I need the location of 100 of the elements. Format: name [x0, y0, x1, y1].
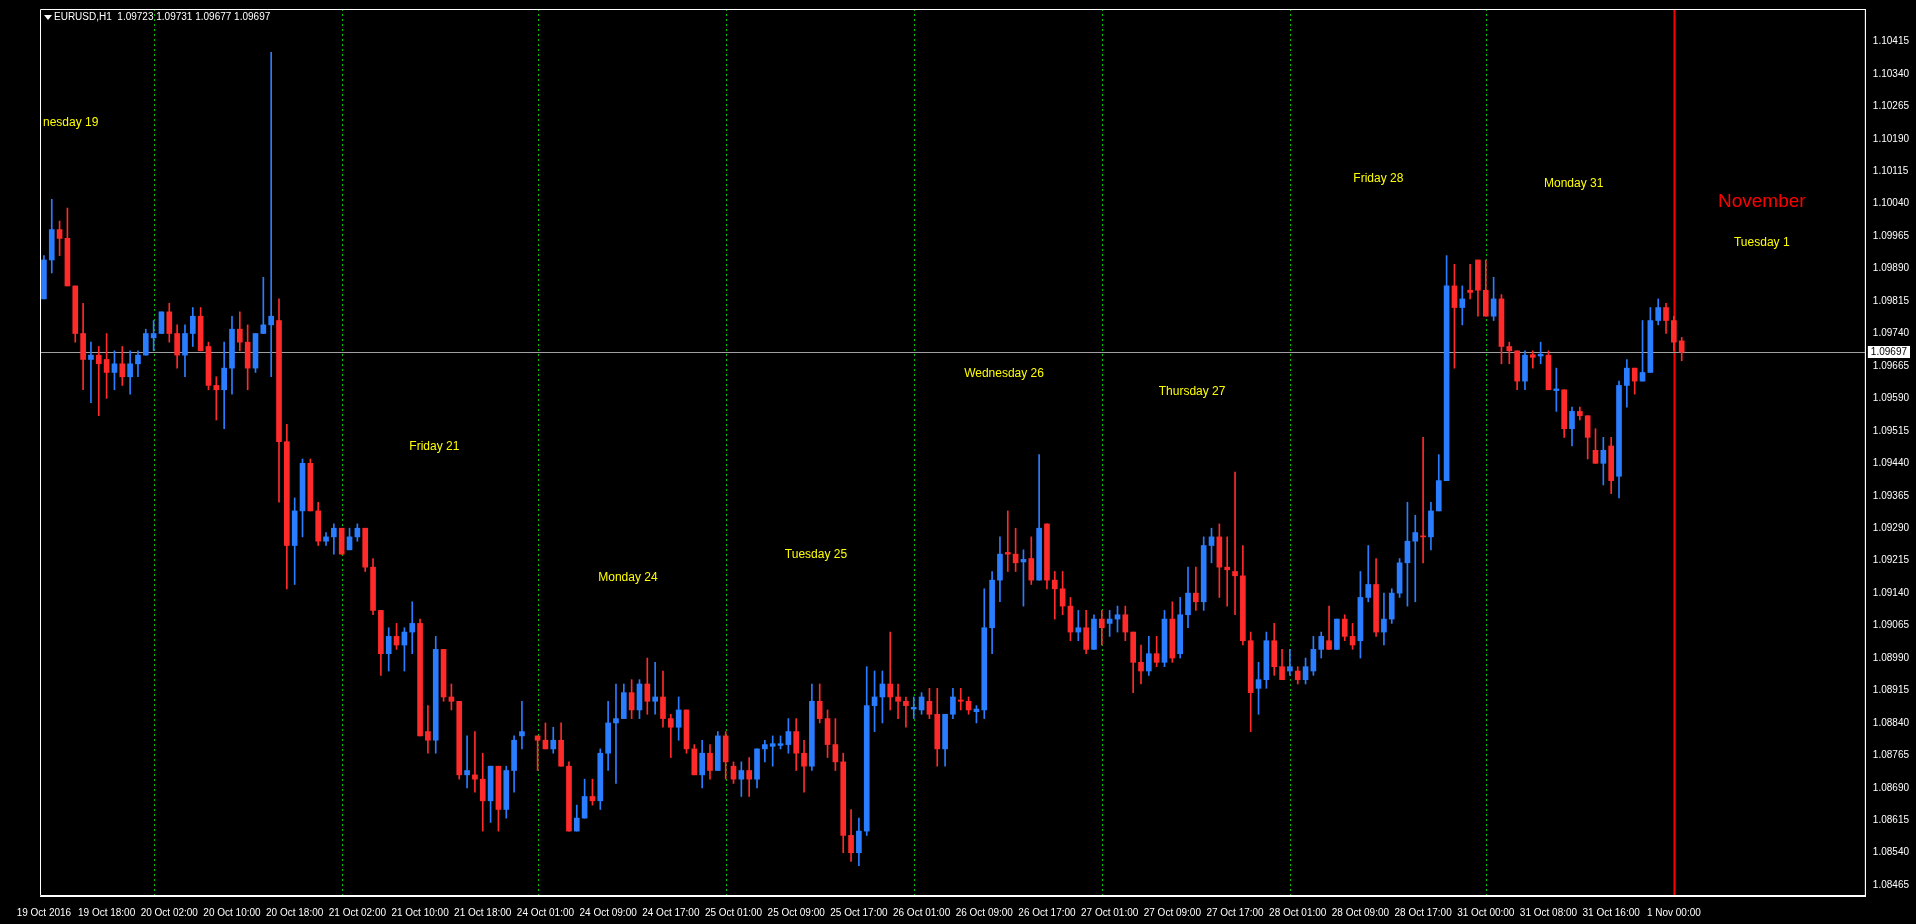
- y-tick-label: 1.08990: [1872, 651, 1910, 663]
- y-tick-label: 1.09665: [1872, 359, 1910, 371]
- annotation: Wednesday 26: [964, 365, 1045, 380]
- x-tick-label: 24 Oct 17:00: [642, 906, 700, 918]
- x-tick-label: 21 Oct 02:00: [328, 906, 387, 918]
- candlestick: [613, 683, 619, 784]
- annotation: November: [1717, 189, 1807, 211]
- candlestick: [903, 696, 909, 728]
- candlestick: [1326, 605, 1332, 650]
- candlestick: [213, 376, 220, 421]
- y-tick-label: 1.08765: [1872, 749, 1910, 761]
- x-tick-label: 24 Oct 09:00: [579, 906, 638, 918]
- annotation: Thursday 27: [1158, 384, 1226, 399]
- candlestick: [221, 341, 227, 430]
- candlestick: [1004, 510, 1011, 572]
- candlestick: [1051, 571, 1058, 620]
- y-tick-label: 1.09890: [1872, 262, 1910, 274]
- y-tick-label: 1.09440: [1872, 457, 1910, 469]
- x-tick-label: 19 Oct 2016: [16, 906, 72, 918]
- ref-line-label: 1.09697: [1870, 345, 1908, 357]
- x-tick-label: 27 Oct 17:00: [1206, 906, 1265, 918]
- candlestick: [425, 705, 431, 754]
- candlestick: [1138, 644, 1144, 685]
- x-tick-label: 31 Oct 16:00: [1582, 906, 1641, 918]
- x-tick-label: 24 Oct 01:00: [516, 906, 575, 918]
- y-tick-label: 1.09365: [1872, 489, 1910, 501]
- candlestick: [409, 601, 416, 655]
- x-tick-label: 27 Oct 09:00: [1143, 906, 1202, 918]
- x-tick-label: 31 Oct 00:00: [1457, 906, 1515, 918]
- annotation: Friday 21: [409, 438, 460, 453]
- candlestick: [746, 757, 753, 797]
- candlestick: [1506, 341, 1513, 365]
- candlestick: [1224, 536, 1231, 607]
- x-tick-label: 20 Oct 18:00: [266, 906, 324, 918]
- x-tick-label: 28 Oct 01:00: [1269, 906, 1327, 918]
- y-tick-label: 1.08465: [1872, 878, 1910, 890]
- candlestick: [1075, 610, 1082, 642]
- x-tick-label: 26 Oct 09:00: [955, 906, 1014, 918]
- candlestick: [464, 735, 470, 789]
- y-tick-label: 1.09740: [1872, 327, 1910, 339]
- y-tick-label: 1.10040: [1872, 197, 1910, 209]
- x-tick-label: 26 Oct 01:00: [892, 906, 951, 918]
- x-tick-label: 27 Oct 01:00: [1081, 906, 1139, 918]
- y-tick-label: 1.08540: [1872, 846, 1910, 858]
- y-tick-label: 1.09815: [1872, 294, 1910, 306]
- y-tick-label: 1.09290: [1872, 521, 1910, 533]
- y-tick-label: 1.09215: [1872, 554, 1910, 566]
- candlestick: [1467, 263, 1473, 300]
- x-tick-label: 25 Oct 09:00: [767, 906, 826, 918]
- y-tick-label: 1.09965: [1872, 229, 1910, 241]
- candlestick: [1193, 566, 1199, 611]
- candlestick: [887, 631, 894, 711]
- x-tick-label: 25 Oct 01:00: [704, 906, 763, 918]
- x-tick-label: 31 Oct 08:00: [1519, 906, 1578, 918]
- annotation: nesday 19: [43, 114, 99, 129]
- x-tick-label: 20 Oct 02:00: [140, 906, 199, 918]
- x-tick-label: 26 Oct 17:00: [1018, 906, 1077, 918]
- candlestick: [1287, 649, 1293, 676]
- candlestick: [652, 662, 658, 715]
- y-tick-label: 1.09065: [1872, 619, 1910, 631]
- candlestick: [1232, 471, 1238, 616]
- candlestick: [95, 346, 102, 417]
- annotation: Tuesday 25: [784, 546, 848, 561]
- candlestick: [472, 731, 478, 793]
- x-tick-label: 28 Oct 09:00: [1331, 906, 1390, 918]
- y-tick-label: 1.08840: [1872, 716, 1910, 728]
- y-tick-label: 1.09140: [1872, 586, 1910, 598]
- y-tick-label: 1.08615: [1872, 814, 1910, 826]
- candlestick: [957, 687, 964, 711]
- y-tick-label: 1.09590: [1872, 392, 1910, 404]
- x-tick-label: 25 Oct 17:00: [830, 906, 888, 918]
- y-tick-label: 1.10415: [1872, 35, 1910, 47]
- candlestick: [268, 51, 274, 378]
- y-tick-label: 1.10265: [1872, 100, 1910, 112]
- annotation: Monday 24: [598, 569, 658, 584]
- x-tick-label: 21 Oct 10:00: [391, 906, 450, 918]
- x-tick-label: 1 Nov 00:00: [1646, 906, 1702, 918]
- candlestick: [762, 739, 768, 763]
- candlestick: [769, 735, 776, 767]
- chart-title: EURUSD,H1 1.09723 1.09731 1.09677 1.09697: [54, 10, 271, 22]
- candlestick: [88, 341, 94, 404]
- y-tick-label: 1.10115: [1872, 165, 1909, 177]
- candlestick: [1381, 592, 1387, 646]
- annotation: Monday 31: [1544, 176, 1604, 191]
- candlestick: [1412, 514, 1419, 603]
- y-tick-label: 1.08690: [1872, 781, 1910, 793]
- candlestick: [519, 700, 525, 750]
- candlestick: [1529, 350, 1536, 369]
- x-tick-label: 21 Oct 18:00: [454, 906, 512, 918]
- candlestick: [1365, 545, 1372, 603]
- x-tick-label: 28 Oct 17:00: [1394, 906, 1453, 918]
- candlestick: [667, 713, 674, 758]
- candlestick: [1459, 285, 1466, 326]
- x-tick-label: 20 Oct 10:00: [203, 906, 262, 918]
- candlestick: [895, 683, 901, 719]
- annotation: Tuesday 1: [1733, 235, 1790, 250]
- y-tick-label: 1.09515: [1872, 424, 1910, 436]
- x-tick-label: 19 Oct 18:00: [77, 906, 136, 918]
- y-tick-label: 1.08915: [1872, 684, 1910, 696]
- annotation: Friday 28: [1353, 170, 1404, 185]
